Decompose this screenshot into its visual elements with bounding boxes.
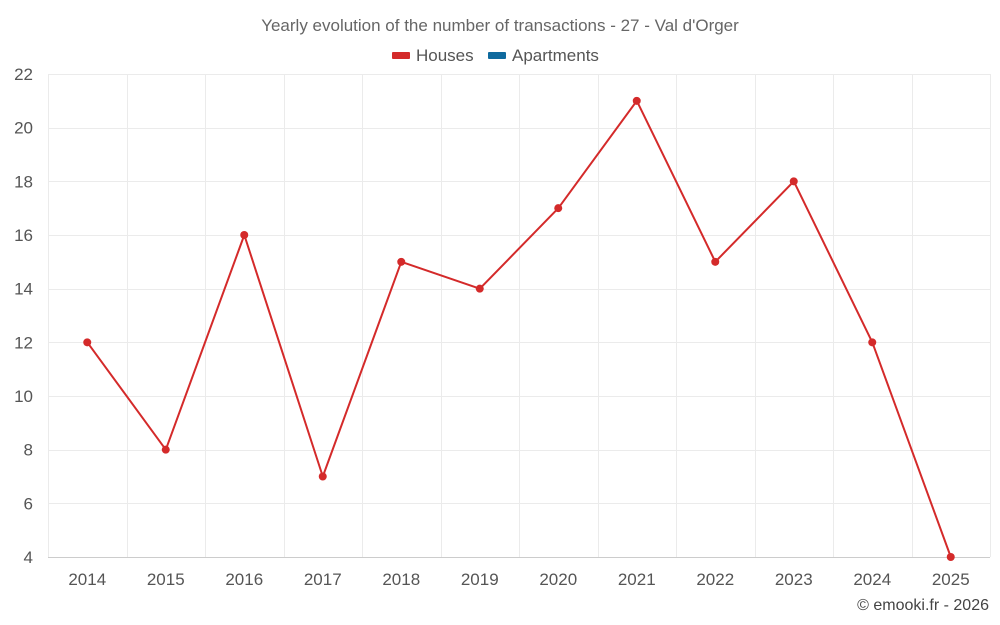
- x-tick-label: 2022: [696, 570, 734, 589]
- y-axis-ticks: 4 6 8 10 12 14 16 18 20 22: [14, 65, 33, 567]
- chart-title: Yearly evolution of the number of transa…: [261, 16, 739, 35]
- x-tick-label: 2021: [618, 570, 656, 589]
- legend-swatch-houses: [392, 52, 410, 59]
- data-point-houses[interactable]: [868, 338, 877, 347]
- data-point-houses[interactable]: [240, 231, 249, 239]
- data-point-houses[interactable]: [711, 257, 720, 266]
- data-point-houses[interactable]: [161, 445, 170, 454]
- x-gridlines: [48, 74, 991, 557]
- data-point-houses[interactable]: [318, 472, 327, 481]
- x-tick-label: 2020: [539, 570, 577, 589]
- y-tick-label: 6: [24, 494, 33, 513]
- legend-label-apartments[interactable]: Apartments: [512, 46, 599, 65]
- credit-text: © emooki.fr - 2026: [857, 597, 989, 614]
- y-tick-label: 12: [14, 333, 33, 352]
- y-tick-label: 14: [14, 280, 33, 299]
- data-point-houses[interactable]: [632, 96, 641, 105]
- data-point-houses[interactable]: [946, 553, 955, 561]
- legend-swatch-apartments: [488, 52, 506, 59]
- data-point-houses[interactable]: [397, 257, 406, 266]
- x-tick-label: 2014: [68, 570, 106, 589]
- x-tick-label: 2024: [853, 570, 891, 589]
- y-tick-label: 8: [24, 441, 33, 460]
- y-tick-label: 20: [14, 119, 33, 138]
- data-point-houses[interactable]: [554, 204, 563, 213]
- x-tick-label: 2025: [932, 570, 970, 589]
- data-point-houses[interactable]: [83, 338, 92, 347]
- legend-item-apartments[interactable]: Apartments: [488, 46, 599, 65]
- legend-item-houses[interactable]: Houses: [392, 46, 474, 65]
- x-tick-label: 2016: [225, 570, 263, 589]
- x-axis-ticks: 2014 2015 2016 2017 2018 2019 2020 2021 2022 2023…: [68, 570, 969, 589]
- x-tick-label: 2017: [304, 570, 342, 589]
- legend-label-houses[interactable]: Houses: [416, 46, 474, 65]
- y-tick-label: 22: [14, 65, 33, 84]
- y-tick-label: 10: [14, 387, 33, 406]
- series-houses: [83, 96, 955, 561]
- y-tick-label: 16: [14, 226, 33, 245]
- data-point-houses[interactable]: [475, 284, 484, 293]
- x-tick-label: 2018: [382, 570, 420, 589]
- y-tick-label: 18: [14, 172, 33, 191]
- series-line-houses: [86, 99, 952, 558]
- y-tick-label: 4: [24, 548, 33, 567]
- x-tick-label: 2019: [461, 570, 499, 589]
- legend[interactable]: Houses Apartments: [392, 46, 599, 65]
- x-tick-label: 2015: [147, 570, 185, 589]
- data-point-houses[interactable]: [789, 177, 798, 186]
- x-tick-label: 2023: [775, 570, 813, 589]
